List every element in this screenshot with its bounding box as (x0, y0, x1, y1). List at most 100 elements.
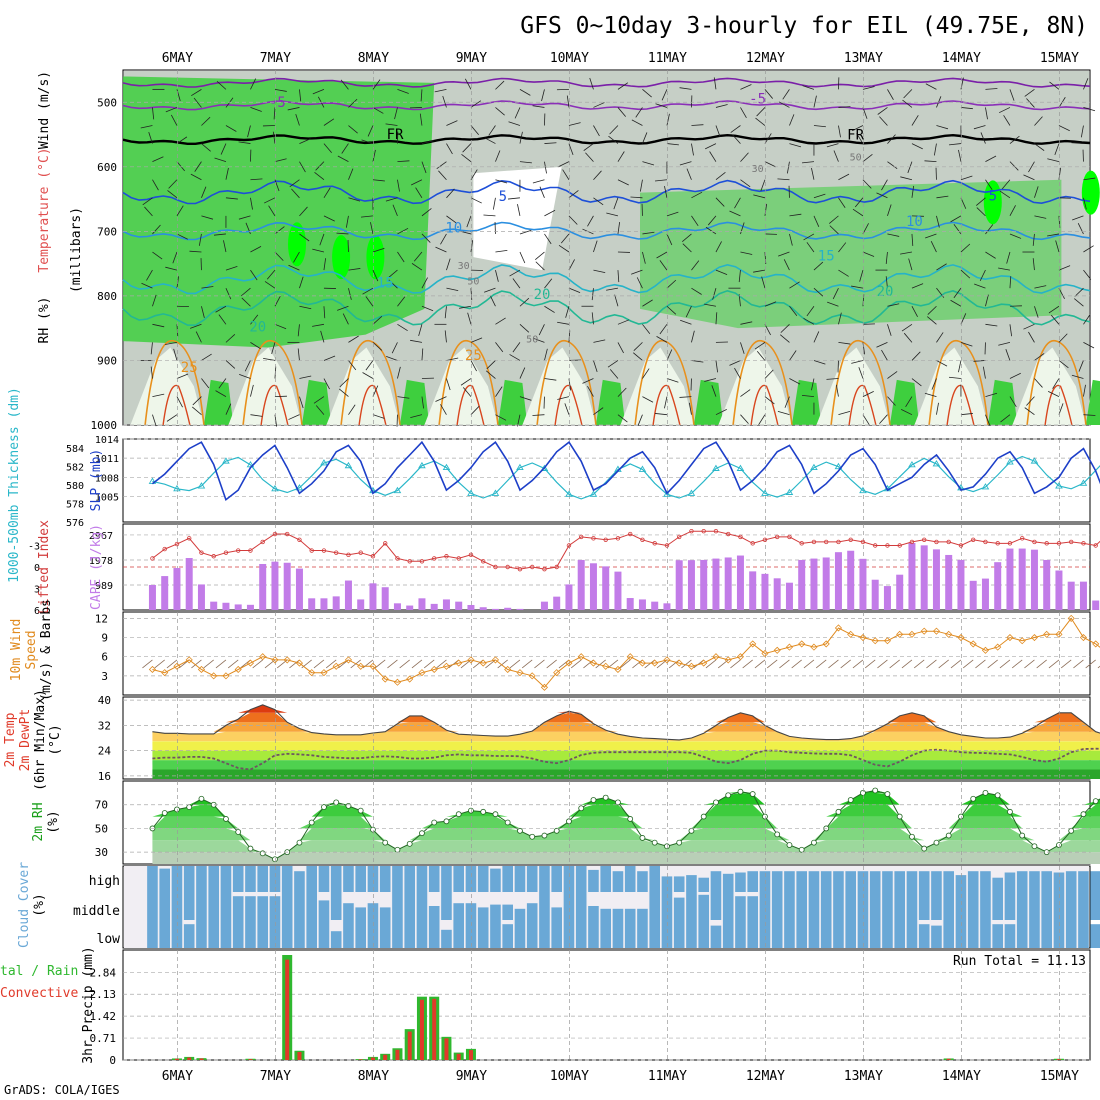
cape-bar (773, 578, 781, 610)
wind-barb (998, 107, 1011, 114)
cloud-high-bar (465, 866, 477, 892)
top-day-label: 8MAY (358, 51, 389, 66)
wind10-point (663, 656, 671, 664)
cloud-middle-bar (698, 894, 709, 920)
wind10-barb (534, 659, 545, 669)
wind-barb (225, 167, 229, 180)
isotherm-30-loop (260, 384, 289, 426)
wind-barb (225, 197, 238, 200)
precip-convective-bar (285, 959, 290, 1060)
wind-barb (1026, 396, 1035, 406)
wind-barb (446, 215, 457, 224)
wind10-point (467, 656, 475, 664)
cloud-low-bar (918, 924, 930, 948)
wind-barb (826, 143, 839, 148)
wind-barb (617, 82, 629, 90)
cloud-middle-bar (575, 892, 587, 920)
wind-barb (613, 197, 619, 210)
bottom-day-label: 14MAY (942, 1069, 981, 1084)
isotherm-line (122, 221, 1091, 241)
cape-bar (614, 571, 622, 610)
wind-barb (519, 89, 531, 96)
wind-barb (930, 241, 937, 253)
wind10-point (883, 637, 892, 645)
lifted-point (297, 537, 302, 542)
rh2m-point (1080, 811, 1087, 818)
wind-barb (958, 149, 962, 162)
cloud-high-bar (428, 866, 440, 892)
wind-barb (617, 179, 629, 186)
wind-barb (365, 296, 374, 307)
precip-convective-bar (456, 1053, 461, 1060)
cloud-middle-bar (465, 903, 477, 920)
wind-barb (885, 251, 888, 264)
cloud-high-bar (477, 866, 489, 892)
wind10-barb (203, 659, 214, 669)
rh2m-point (1068, 827, 1075, 834)
wind-barb (348, 288, 352, 300)
wind-barb (250, 384, 254, 397)
cloud-high-bar (955, 875, 967, 892)
rh2m-point (455, 811, 462, 818)
wind10-barb (852, 659, 864, 669)
wind10-barb (1011, 659, 1023, 669)
cloud-low-bar (502, 924, 513, 948)
isotherm-25-loop (732, 339, 793, 426)
wind-barb (666, 233, 673, 246)
cloud-high-bar (1065, 871, 1077, 892)
wind-barb (593, 407, 604, 415)
rh-moist-region (640, 179, 1062, 329)
wind-barb (435, 396, 447, 402)
wind-barb (789, 281, 800, 289)
wind10-point (418, 669, 426, 677)
wind-barb (642, 251, 646, 264)
thickness-point (565, 490, 573, 497)
wind-barb (925, 233, 937, 239)
thickness-point (295, 484, 304, 491)
bottom-day-label: 12MAY (746, 1069, 785, 1084)
wind-barb (862, 153, 873, 162)
wind-barb (852, 208, 864, 217)
cloud-high-bar (379, 866, 391, 892)
cape-bar (479, 607, 487, 610)
wind-barb (1083, 78, 1089, 90)
wind-barb (470, 197, 482, 204)
isotherm-label: 20 (534, 287, 551, 303)
wind-barb (854, 197, 864, 208)
wind-barb (299, 161, 306, 173)
wind-barb (813, 331, 820, 343)
wind-barb (201, 286, 214, 289)
credit-footer: GrADS: COLA/IGES (4, 1083, 120, 1097)
wind-barb (345, 215, 349, 228)
cloud-high-bar (624, 866, 636, 892)
dewpoint-series-line (152, 747, 1100, 771)
rh2m-point (272, 856, 278, 863)
wind-barb (806, 242, 815, 253)
cloud-low-bar (808, 920, 820, 948)
isotherm-label: 20 (877, 284, 894, 300)
lifted-point (983, 539, 988, 545)
wind10-barb (570, 659, 582, 669)
wind-barb (688, 402, 692, 415)
wind-barb (568, 215, 578, 225)
wind-barb (512, 342, 521, 353)
cape-bar (859, 558, 867, 610)
cape-tick-label: 1978 (89, 556, 113, 567)
wind10-barb (166, 659, 178, 669)
wind10-barb (975, 659, 986, 669)
wind-barb (225, 334, 236, 343)
temperature-band (152, 741, 1100, 751)
cloud-low-bar (943, 920, 954, 948)
wind-barb (297, 324, 300, 337)
cloud-middle-bar (833, 892, 844, 920)
cape-bar (822, 557, 830, 610)
wind-barb (631, 269, 643, 275)
cloud-high-bar (943, 871, 954, 892)
wind-barb (764, 89, 773, 99)
thickness-tick-label: 582 (66, 463, 84, 474)
wind-barb (533, 337, 545, 343)
precip-convective-bar (946, 1058, 951, 1060)
cloud-low-bar (857, 920, 869, 948)
wind-barb (1003, 115, 1011, 126)
wind-barb (789, 114, 795, 126)
